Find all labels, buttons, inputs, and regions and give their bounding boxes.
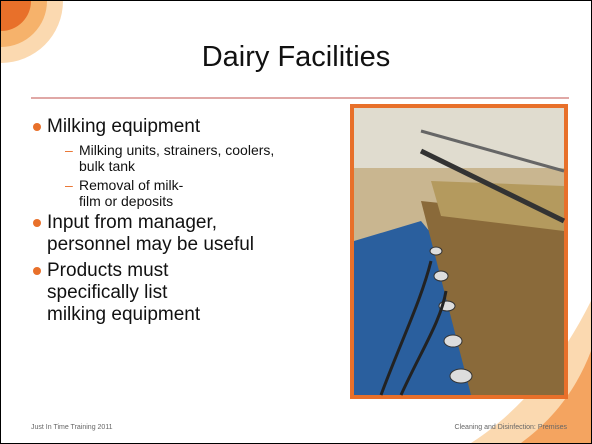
slide: Dairy Facilities Milking equipment Milki… (0, 0, 592, 444)
sub-bullet: Removal of milk-film or deposits (79, 177, 199, 209)
footer-right: Cleaning and Disinfection: Premises (455, 424, 567, 431)
bullet: Milking equipment (47, 116, 287, 138)
footer-left: Just In Time Training 2011 (31, 424, 113, 431)
slide-title: Dairy Facilities (1, 41, 591, 74)
photo (350, 104, 568, 399)
sub-bullet: Milking units, strainers, coolers, bulk … (79, 142, 279, 174)
bullet: Products must specifically list milking … (47, 260, 217, 326)
bullet: Input from manager, personnel may be use… (47, 212, 297, 256)
